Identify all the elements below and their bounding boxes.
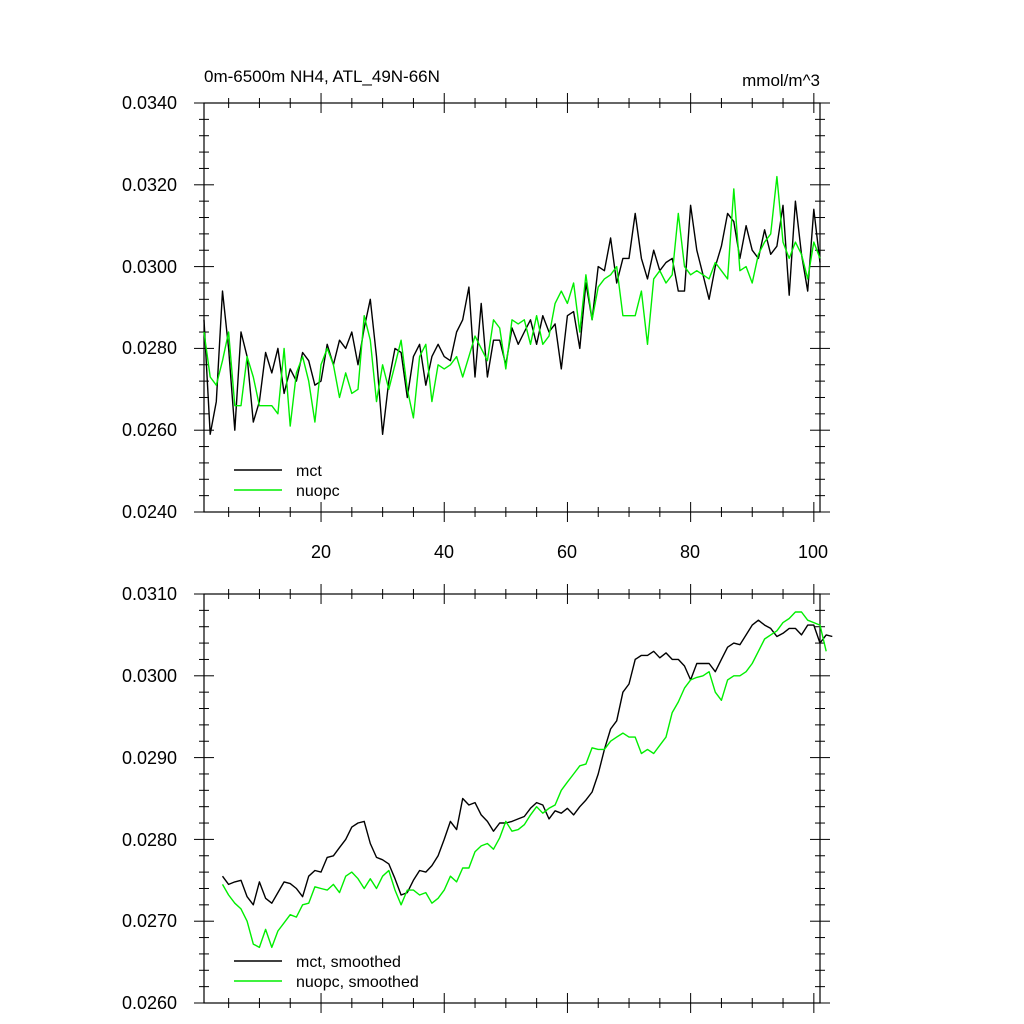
series-line-nuopc-smoothed [221, 611, 827, 949]
y-tick-label: 0.0290 [122, 748, 177, 768]
bottom-legend: mct, smoothed nuopc, smoothed [234, 954, 419, 991]
top-x-tick-labels: 20 40 60 80 100 [311, 542, 828, 562]
y-tick-label: 0.0300 [122, 666, 177, 686]
y-tick-label: 0.0310 [122, 584, 177, 604]
y-tick-label: 0.0240 [122, 502, 177, 522]
series-line-mct [203, 200, 821, 435]
legend-label-nuopc: nuopc [296, 483, 340, 500]
top-legend: mct nuopc [234, 463, 340, 500]
bottom-plot-frame [203, 593, 821, 1004]
y-tick-label: 0.0260 [122, 420, 177, 440]
bottom-axis-ticks [194, 584, 830, 1013]
bottom-panel: 0.0260 0.0270 0.0280 0.0290 0.0300 0.031… [122, 584, 833, 1013]
y-tick-label: 0.0280 [122, 338, 177, 358]
top-axis-ticks [194, 93, 830, 522]
series-line-mct-smoothed [221, 619, 833, 906]
top-y-tick-labels: 0.0240 0.0260 0.0280 0.0300 0.0320 0.034… [122, 93, 177, 522]
y-tick-label: 0.0300 [122, 257, 177, 277]
bottom-y-tick-labels: 0.0260 0.0270 0.0280 0.0290 0.0300 0.031… [122, 584, 177, 1013]
x-tick-label: 60 [557, 542, 577, 562]
legend-label-mct: mct [296, 463, 322, 480]
legend-label-nuopc-smoothed: nuopc, smoothed [296, 974, 419, 991]
y-tick-label: 0.0280 [122, 830, 177, 850]
series-line-nuopc [203, 175, 821, 427]
y-tick-label: 0.0260 [122, 993, 177, 1013]
x-tick-label: 100 [798, 542, 828, 562]
y-tick-label: 0.0340 [122, 93, 177, 113]
x-tick-label: 40 [434, 542, 454, 562]
x-tick-label: 20 [311, 542, 331, 562]
y-tick-label: 0.0320 [122, 175, 177, 195]
top-title-left: 0m-6500m NH4, ATL_49N-66N [204, 67, 440, 86]
y-tick-label: 0.0270 [122, 911, 177, 931]
top-panel: 0m-6500m NH4, ATL_49N-66N mmol/m^3 0.024… [122, 67, 830, 562]
top-title-right-units: mmol/m^3 [742, 71, 820, 90]
top-plot-frame [203, 102, 821, 513]
legend-label-mct-smoothed: mct, smoothed [296, 954, 401, 971]
x-tick-label: 80 [680, 542, 700, 562]
